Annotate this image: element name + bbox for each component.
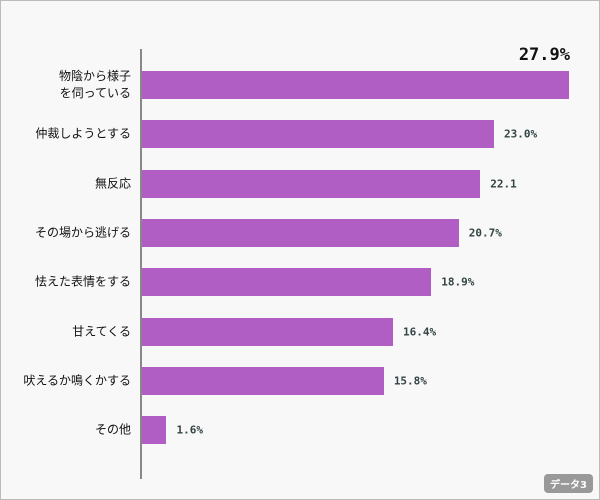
value-label: 27.9%: [518, 45, 570, 65]
value-label: 18.9%: [441, 275, 475, 289]
category-label: 物陰から様子を伺っている: [58, 69, 131, 100]
bar: [142, 416, 167, 445]
bar: [142, 218, 459, 247]
bar: [142, 71, 569, 99]
value-label: 22.1: [490, 177, 517, 191]
value-label: 23.0%: [504, 127, 538, 141]
category-label: 吠えるか鳴くかする: [23, 373, 131, 388]
value-label: 16.4%: [402, 325, 437, 338]
value-label: 15.8%: [393, 374, 427, 388]
bar: [142, 268, 432, 297]
bar: [142, 169, 481, 198]
bar: [142, 317, 393, 346]
category-label: その場から逃げる: [34, 225, 131, 240]
bar: [142, 366, 384, 395]
value-label: 1.6%: [176, 423, 203, 437]
category-label: その他: [94, 422, 131, 437]
badge: データ3: [544, 474, 593, 493]
category-label: 無反応: [94, 176, 131, 191]
category-label: 仲裁しようとする: [35, 126, 131, 141]
bar: [142, 120, 494, 149]
category-label: 甘えてくる: [72, 324, 131, 338]
category-label: 怯えた表情をする: [34, 274, 131, 289]
value-label: 20.7%: [468, 226, 502, 240]
axis-line: [140, 49, 142, 479]
